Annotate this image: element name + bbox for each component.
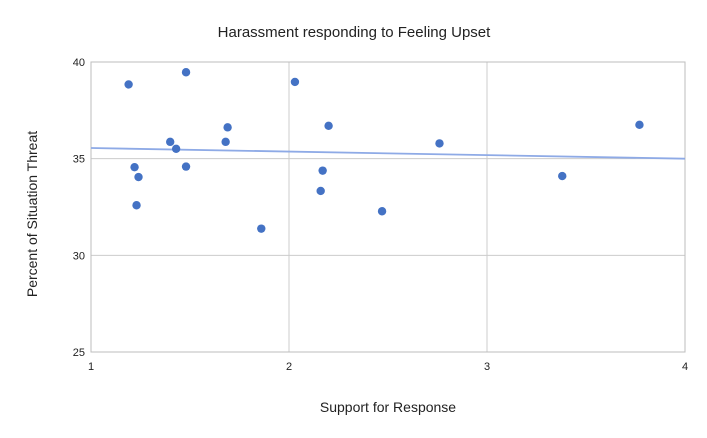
data-point xyxy=(130,162,139,172)
x-tick-label: 4 xyxy=(682,361,688,373)
data-point xyxy=(558,171,567,181)
plot-frame xyxy=(90,61,686,353)
x-tick-label: 1 xyxy=(88,361,94,373)
data-point xyxy=(223,123,232,132)
y-tick-label: 25 xyxy=(73,347,85,359)
y-tick-label: 35 xyxy=(73,154,85,166)
data-point xyxy=(257,224,266,233)
x-tick-label: 3 xyxy=(484,361,490,373)
trendline xyxy=(90,147,686,160)
data-point xyxy=(221,137,230,147)
grid xyxy=(90,61,686,353)
data-point xyxy=(635,120,644,130)
x-axis-label: Support for Response xyxy=(320,399,456,415)
y-tick-label: 40 xyxy=(73,57,85,69)
trendline-layer xyxy=(90,147,686,160)
tick-labels: 1 2 3 4 25 30 35 40 xyxy=(73,57,688,373)
data-point xyxy=(435,139,444,148)
data-point xyxy=(166,137,175,147)
y-axis-label: Percent of Situation Threat xyxy=(24,131,40,297)
data-point xyxy=(181,68,191,77)
data-point xyxy=(124,80,133,89)
data-point xyxy=(377,207,387,216)
data-points xyxy=(124,68,644,233)
data-point xyxy=(171,144,181,154)
data-point xyxy=(132,201,141,210)
data-point xyxy=(318,166,327,175)
data-point xyxy=(181,162,191,171)
data-point xyxy=(134,172,143,182)
data-point xyxy=(316,186,325,196)
x-tick-label: 2 xyxy=(286,361,292,373)
y-tick-label: 30 xyxy=(73,250,85,262)
data-point xyxy=(324,121,333,130)
data-point xyxy=(290,77,300,87)
chart-title: Harassment responding to Feeling Upset xyxy=(218,24,491,41)
